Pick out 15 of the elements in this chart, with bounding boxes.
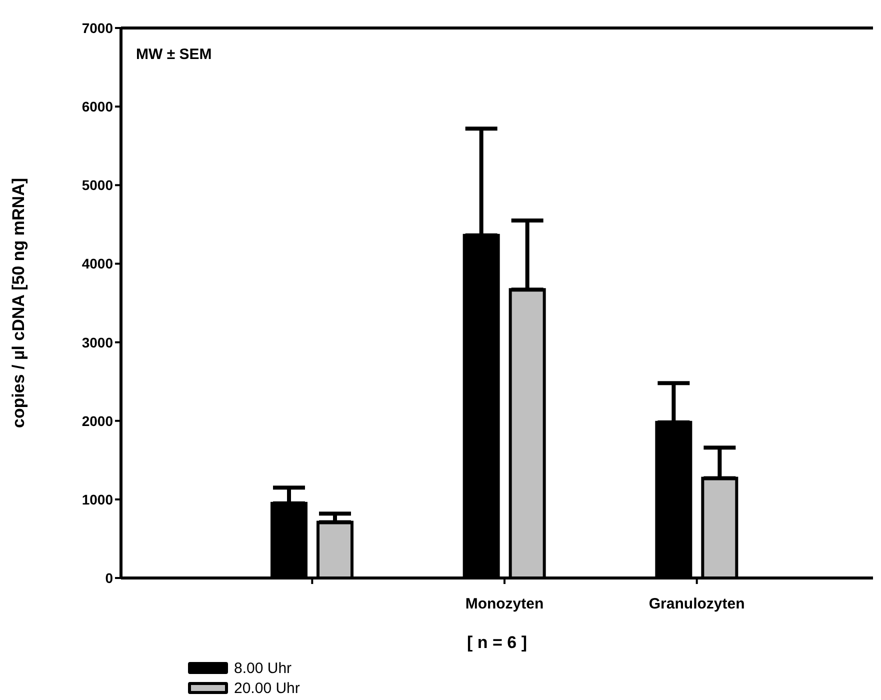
y-axis-title: copies / µl cDNA [50 ng mRNA] [9,178,28,428]
y-tick-label: 0 [105,570,114,586]
y-tick-label: 2000 [82,412,114,429]
annotation: MW ± SEM [136,46,212,63]
y-tick-label: 1000 [82,491,114,508]
legend-label: 20.00 Uhr [234,680,300,696]
x-axis-title: [ n = 6 ] [467,633,527,652]
y-tick-label: 4000 [82,256,114,272]
y-tick-label: 7000 [82,20,114,36]
x-tick-label: Granulozyten [648,596,745,613]
x-tick-label: Monozyten [465,596,544,613]
y-tick-label: 6000 [82,98,114,115]
legend-label: 8.00 Uhr [234,660,292,676]
y-tick-label: 3000 [82,334,114,350]
y-tick-label: 5000 [82,177,114,194]
